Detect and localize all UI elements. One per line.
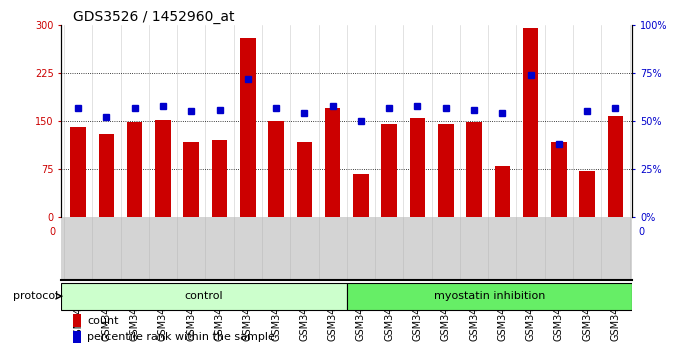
Bar <box>325 108 341 217</box>
Bar <box>184 142 199 217</box>
Bar <box>353 174 369 217</box>
Bar <box>99 134 114 217</box>
Bar <box>523 28 539 217</box>
Bar <box>211 140 227 217</box>
Bar <box>410 118 425 217</box>
Bar <box>347 282 632 310</box>
Bar <box>73 331 81 343</box>
Bar <box>551 142 566 217</box>
Bar <box>494 166 510 217</box>
Bar <box>381 124 397 217</box>
Text: protocol: protocol <box>13 291 58 301</box>
Text: 0: 0 <box>638 227 644 237</box>
Bar <box>155 120 171 217</box>
Bar <box>579 171 595 217</box>
Bar <box>61 282 347 310</box>
Bar <box>73 314 81 327</box>
Bar <box>608 116 623 217</box>
Bar <box>127 122 143 217</box>
Text: 0: 0 <box>50 227 56 237</box>
Text: control: control <box>185 291 223 301</box>
Bar <box>269 121 284 217</box>
Text: myostatin inhibition: myostatin inhibition <box>434 291 545 301</box>
Text: count: count <box>87 316 118 326</box>
Text: percentile rank within the sample: percentile rank within the sample <box>87 332 275 342</box>
Bar <box>438 124 454 217</box>
Text: GDS3526 / 1452960_at: GDS3526 / 1452960_at <box>73 10 234 24</box>
Bar <box>466 122 482 217</box>
Bar <box>71 127 86 217</box>
Bar <box>240 38 256 217</box>
Bar <box>296 142 312 217</box>
